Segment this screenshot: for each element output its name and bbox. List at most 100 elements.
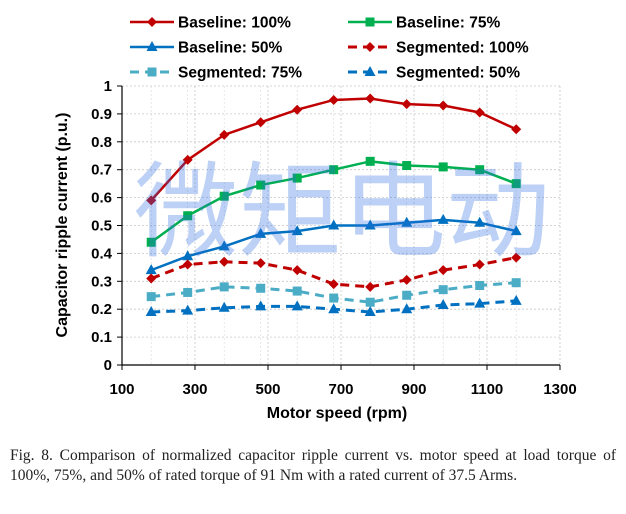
y-tick-label: 0.6 <box>91 190 112 207</box>
data-point <box>219 282 229 292</box>
data-point <box>291 225 303 236</box>
data-point <box>402 161 412 171</box>
data-point <box>255 117 266 128</box>
data-point <box>402 290 412 300</box>
data-point <box>255 300 267 311</box>
legend-label: Baseline: 50% <box>178 40 282 57</box>
y-tick-label: 0.4 <box>91 245 113 262</box>
y-tick-label: 0.9 <box>91 106 112 123</box>
legend-marker <box>365 17 375 27</box>
y-tick-label: 0.5 <box>91 218 112 235</box>
y-tick-label: 0.1 <box>91 329 112 346</box>
data-point <box>256 180 266 190</box>
data-point <box>401 99 412 110</box>
x-tick-label: 900 <box>401 381 426 398</box>
data-point <box>401 303 413 314</box>
data-point <box>146 292 156 302</box>
data-point <box>474 216 486 227</box>
data-point <box>182 304 194 315</box>
data-point <box>292 286 302 296</box>
x-tick-label: 1100 <box>471 381 504 398</box>
data-point <box>511 179 521 189</box>
legend-marker <box>365 42 375 52</box>
y-tick-label: 0 <box>104 357 112 374</box>
legend-marker <box>147 17 157 27</box>
data-point <box>219 191 229 201</box>
data-point <box>219 256 230 267</box>
data-point <box>329 165 339 175</box>
y-tick-label: 1 <box>104 78 112 95</box>
data-point <box>255 258 266 269</box>
data-point <box>218 301 230 312</box>
data-point <box>475 280 485 290</box>
data-point <box>146 195 157 206</box>
y-tick-label: 0.3 <box>91 273 112 290</box>
x-tick-label: 300 <box>182 381 207 398</box>
x-axis-label: Motor speed (rpm) <box>267 405 407 422</box>
data-point <box>511 278 521 288</box>
data-point <box>511 124 522 135</box>
data-point <box>328 219 340 230</box>
data-point <box>364 219 376 230</box>
watermark: 微矩电动 <box>134 151 550 273</box>
data-point <box>292 265 303 276</box>
data-point <box>401 274 412 285</box>
y-tick-label: 0.8 <box>91 134 112 151</box>
data-point <box>437 299 449 310</box>
data-point <box>364 305 376 316</box>
data-point <box>401 216 413 227</box>
chart-legend: Baseline: 100% Baseline: 75% Baseline: 50%… <box>130 15 529 82</box>
y-tick-label: 0.7 <box>91 162 112 179</box>
data-point <box>437 213 449 224</box>
data-point <box>474 259 485 270</box>
data-point <box>438 285 448 295</box>
data-point <box>510 225 522 236</box>
data-point <box>365 156 375 166</box>
data-point <box>438 265 449 276</box>
legend-label: Segmented: 50% <box>396 65 520 82</box>
data-point <box>292 104 303 115</box>
data-point <box>182 259 193 270</box>
data-point <box>474 297 486 308</box>
legend-label: Segmented: 75% <box>178 65 302 82</box>
data-point <box>511 252 522 263</box>
x-tick-label: 1300 <box>543 381 576 398</box>
data-point <box>183 211 193 221</box>
legend-marker <box>146 41 158 51</box>
figure-caption: Fig. 8. Comparison of normalized capacit… <box>10 447 616 484</box>
data-point <box>256 283 266 293</box>
x-tick-label: 500 <box>255 381 280 398</box>
data-point <box>146 237 156 247</box>
data-point <box>291 300 303 311</box>
data-point <box>292 173 302 183</box>
data-point <box>328 94 339 105</box>
legend-label: Baseline: 100% <box>178 15 291 32</box>
data-point <box>365 297 375 307</box>
legend-label: Baseline: 75% <box>396 15 500 32</box>
legend-label: Segmented: 100% <box>396 40 529 57</box>
data-point <box>474 107 485 118</box>
data-point <box>438 100 449 111</box>
data-point <box>145 305 157 316</box>
data-point <box>182 250 194 261</box>
data-point <box>475 165 485 175</box>
y-axis-label: Capacitor ripple current (p.u.) <box>54 113 71 338</box>
chart: Baseline: 100% Baseline: 75% Baseline: 50%… <box>54 15 577 423</box>
data-point <box>255 227 267 238</box>
data-point <box>328 303 340 314</box>
data-point <box>145 264 157 275</box>
x-tick-label: 100 <box>109 381 134 398</box>
data-point <box>510 294 522 305</box>
y-tick-label: 0.2 <box>91 301 112 318</box>
data-point <box>183 287 193 297</box>
data-point <box>365 281 376 292</box>
chart-axes <box>117 85 561 370</box>
data-point <box>218 240 230 251</box>
data-point <box>146 273 157 284</box>
legend-marker <box>147 67 157 77</box>
data-point <box>328 279 339 290</box>
chart-series <box>145 93 522 316</box>
legend-marker <box>364 66 376 76</box>
data-point <box>219 129 230 140</box>
